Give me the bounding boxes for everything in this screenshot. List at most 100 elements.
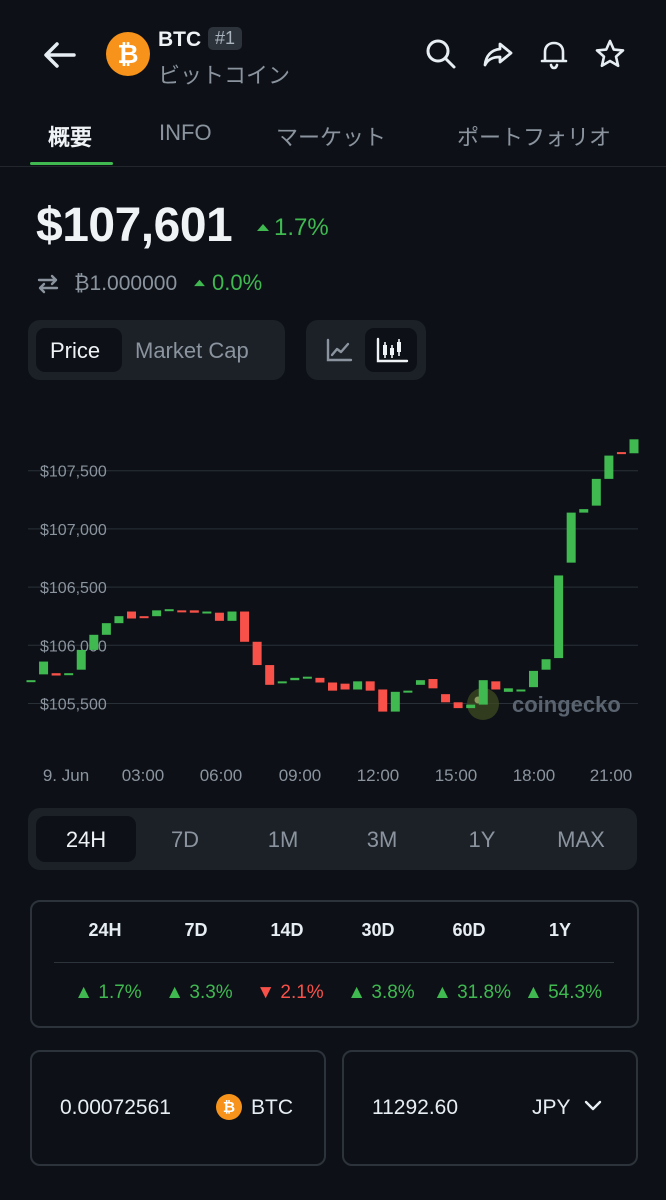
watchlist-button[interactable]	[592, 36, 628, 72]
back-button[interactable]	[40, 38, 80, 72]
fiat-amount-field[interactable]	[342, 1050, 638, 1166]
price-change: 1.7%	[256, 214, 329, 242]
current-price: $107,601	[36, 199, 233, 252]
chart-grid	[28, 470, 638, 704]
candle	[139, 616, 149, 619]
perf-header: 1Y	[548, 920, 572, 940]
perf-header: 7D	[184, 920, 208, 940]
candlestick-option[interactable]	[375, 336, 409, 364]
range-1m[interactable]: 1M	[267, 827, 299, 852]
candle	[89, 634, 99, 650]
bell-icon	[540, 41, 568, 70]
range-24h[interactable]: 24H	[65, 827, 107, 852]
candle	[516, 689, 526, 692]
caret-up-icon	[257, 224, 269, 231]
caret-up-icon: ▲	[74, 982, 94, 1003]
x-axis-label: 9. Jun	[43, 766, 89, 785]
candle	[26, 680, 36, 683]
perf-header: 14D	[270, 920, 304, 940]
perf-value: ▼ 2.1%	[245, 982, 335, 1004]
candle	[428, 679, 438, 689]
rank-badge: #1	[208, 27, 243, 50]
currency-label: JPY	[532, 1096, 571, 1119]
candle	[315, 677, 325, 683]
performance-divider	[54, 962, 614, 963]
chevron-down-icon	[584, 1100, 602, 1111]
share-button[interactable]	[480, 36, 516, 72]
search-button[interactable]	[423, 36, 459, 72]
range-7d[interactable]: 7D	[170, 827, 200, 852]
candle	[616, 452, 626, 455]
x-axis-label: 12:00	[357, 766, 400, 785]
candles	[26, 439, 639, 712]
candlestick-icon	[376, 337, 409, 363]
candle	[478, 680, 488, 705]
candle	[76, 649, 86, 670]
metric-toggle-selected	[36, 328, 122, 372]
market-cap-option[interactable]: Market Cap	[135, 338, 249, 363]
range-1y[interactable]: 1Y	[468, 827, 496, 852]
perf-header: 24H	[88, 920, 122, 940]
notification-button[interactable]	[536, 36, 572, 72]
star-icon	[595, 39, 625, 68]
tab-portfolio[interactable]: ポートフォリオ	[457, 125, 612, 150]
candle	[64, 673, 74, 676]
candle	[403, 690, 413, 693]
candle	[554, 575, 564, 659]
candle	[214, 612, 224, 621]
candle	[152, 610, 162, 617]
btc-amount-field[interactable]	[30, 1050, 326, 1166]
back-arrow-icon	[44, 42, 76, 68]
x-axis-label: 09:00	[279, 766, 322, 785]
candle	[415, 680, 425, 685]
candle	[579, 509, 589, 513]
candle	[227, 611, 237, 621]
line-chart-option[interactable]	[324, 336, 354, 364]
perf-value-text: 2.1%	[280, 982, 324, 1003]
candle	[566, 512, 576, 563]
candle	[503, 688, 513, 692]
candle	[365, 681, 375, 691]
share-icon	[483, 42, 513, 67]
candle	[189, 610, 199, 613]
candle	[51, 673, 61, 676]
perf-value-text: 54.3%	[548, 982, 602, 1003]
btc-amount-value[interactable]: 0.00072561	[60, 1096, 171, 1119]
y-axis-labels: $107,500$107,000$106,500$106,000$105,500	[40, 464, 107, 714]
btc-currency-label: BTC	[251, 1096, 293, 1119]
y-axis-label: $107,000	[40, 522, 107, 539]
performance-table	[30, 900, 639, 1028]
coin-symbol: BTC	[158, 28, 202, 51]
tab-market[interactable]: マーケット	[276, 125, 387, 150]
candle	[541, 659, 551, 670]
caret-up-icon: ▲	[433, 982, 452, 1003]
currency-select[interactable]: JPY	[532, 1096, 603, 1120]
candle	[202, 611, 212, 614]
tab-overview[interactable]: 概要	[48, 125, 93, 150]
coin-name: ビットコイン	[158, 63, 291, 88]
candle	[164, 609, 174, 612]
price-chart[interactable]: $107,500$107,000$106,500$106,000$105,500…	[0, 420, 666, 790]
convert-toggle[interactable]	[36, 272, 60, 296]
search-icon	[426, 39, 456, 69]
candle	[390, 691, 400, 712]
candle	[378, 689, 388, 712]
candle	[491, 681, 501, 690]
candle	[604, 455, 614, 479]
candle	[101, 623, 111, 635]
watermark-text: coingecko	[512, 692, 621, 717]
x-axis-label: 18:00	[513, 766, 556, 785]
caret-up-icon: ▲	[524, 982, 543, 1003]
candle	[302, 676, 312, 679]
active-tab-indicator	[30, 162, 113, 165]
tab-info[interactable]: INFO	[159, 120, 212, 145]
fiat-amount-value[interactable]: 11292.60	[372, 1096, 459, 1119]
perf-value-text: 31.8%	[457, 982, 511, 1003]
candle	[328, 682, 337, 691]
range-3m[interactable]: 3M	[366, 827, 398, 852]
candle	[265, 665, 275, 685]
range-selected-bg	[36, 816, 136, 862]
price-option[interactable]: Price	[50, 338, 101, 363]
range-max[interactable]: MAX	[557, 827, 605, 852]
x-axis-labels: 9. Jun 03:00 06:00 09:00 12:00 15:00 18:00 21:0…	[43, 766, 632, 785]
